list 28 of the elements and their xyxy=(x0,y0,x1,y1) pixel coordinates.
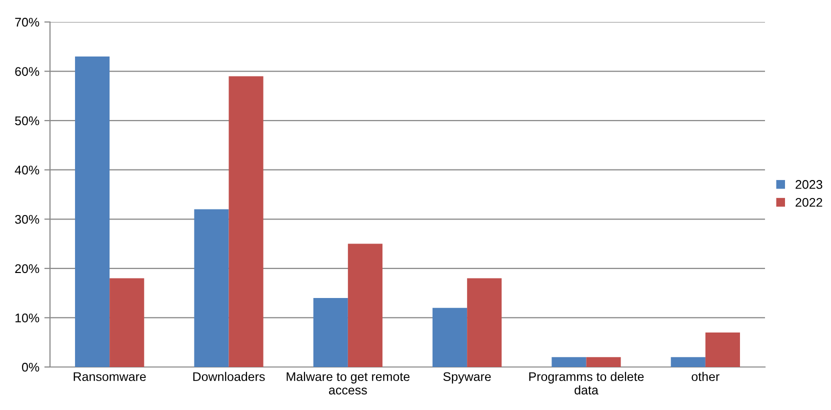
bar xyxy=(552,357,586,367)
y-tick-label: 70% xyxy=(15,18,40,27)
bar xyxy=(670,357,706,367)
bar xyxy=(348,244,382,367)
bar xyxy=(110,278,144,367)
x-tick-label: Ransomware xyxy=(74,372,146,382)
y-tick-label: 20% xyxy=(15,264,40,274)
bar xyxy=(313,298,348,367)
y-tick-label: 60% xyxy=(15,67,40,76)
x-tick-label: Spyware xyxy=(443,372,491,384)
y-tick-label: 10% xyxy=(16,314,40,322)
y-tick-label: 0% xyxy=(22,362,40,372)
bar xyxy=(194,209,229,367)
y-tick-label: 40% xyxy=(14,166,40,175)
y-tick-label: 30% xyxy=(15,214,40,224)
x-tick-label: other xyxy=(692,372,720,382)
bar xyxy=(467,278,502,367)
legend-label: 2023 xyxy=(796,180,822,189)
x-tick-label: Downloaders xyxy=(193,372,265,382)
bar xyxy=(586,357,621,367)
x-tick-label: Programms to delete data xyxy=(529,372,644,395)
bar xyxy=(432,308,468,367)
y-tick-label: 50% xyxy=(15,116,40,126)
legend-label: 2022 xyxy=(796,198,822,207)
bar xyxy=(228,76,264,367)
bar xyxy=(705,332,740,367)
bar xyxy=(75,56,110,367)
x-tick-label: Malware to get remote access xyxy=(286,372,410,395)
